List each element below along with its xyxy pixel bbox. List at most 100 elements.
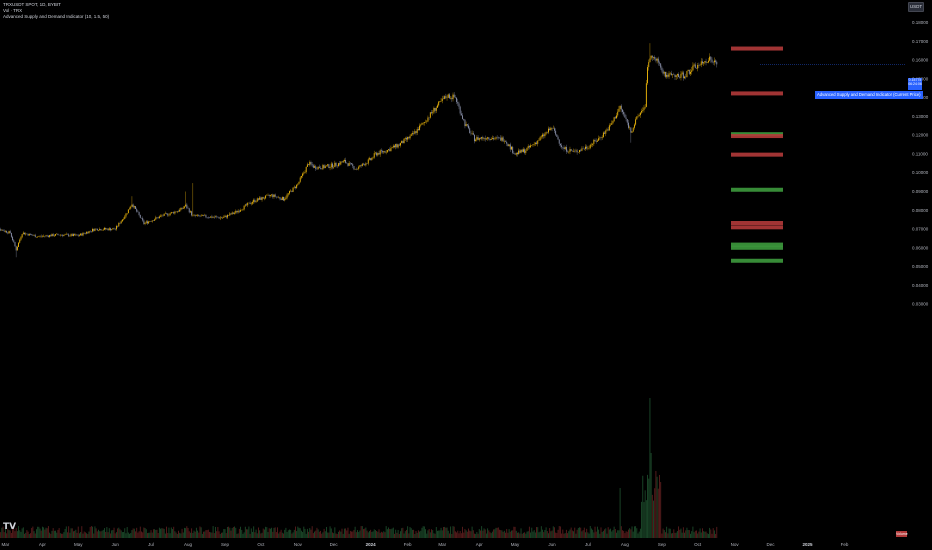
supply-zone [731,46,783,51]
volume-bar [206,530,208,538]
candle-body [249,202,251,205]
volume-bar [508,529,510,538]
candle-body [641,110,643,113]
volume-bar [489,532,491,538]
candle-body [601,137,603,138]
volume-bar [210,532,212,538]
volume-bar [173,526,175,538]
volume-bar [277,527,278,538]
candles[interactable] [0,43,718,258]
volume-bar [361,526,363,538]
candle-body [83,232,85,234]
time-tick-label: Jul [148,542,154,547]
volume-bar [255,529,257,538]
volume-bar [295,526,296,538]
candle-body [360,165,362,167]
volume-bar [300,530,302,538]
candle-body [616,115,617,119]
candle-body [352,164,354,167]
volume-bar [397,529,399,538]
candle-body [62,235,64,236]
volume-bar [332,532,333,538]
candle-body [359,165,361,167]
currency-button[interactable]: USDT [908,2,924,12]
candle-body [378,153,380,155]
candle-body [102,229,104,231]
tradingview-logo[interactable]: TV [3,522,17,532]
volume-bar [312,533,314,538]
candle-body [269,195,271,196]
candle-body [511,146,512,150]
price-scale[interactable]: 0.180000.170000.160000.150000.140000.130… [912,20,929,307]
candle-body [414,131,416,134]
candle-body [180,207,182,210]
supply-demand-zones[interactable] [731,46,783,263]
volume-bar [281,532,283,538]
candle-body [358,166,360,169]
candle-body [124,216,126,219]
volume-bar [180,533,182,538]
volume-bar [511,530,512,538]
volume-bar [250,528,252,538]
candle-body [47,235,49,237]
volume-bar [401,528,403,538]
volume-bar [41,526,43,538]
candle-body [604,132,606,134]
candle-body [622,109,623,112]
candle-body [522,149,524,152]
volume-bar [478,529,480,538]
candle-body [254,199,256,202]
candle-body [707,60,709,63]
volume-bar [261,532,263,538]
volume-bar [90,526,92,538]
volume-bar [355,532,357,538]
symbol-title[interactable]: TRXUSDT SPOT, 1D, BYBIT [3,2,61,7]
volume-bar [204,531,206,538]
time-tick-label: Dec [766,542,775,547]
candle-body [512,146,514,153]
time-tick-label: May [74,542,83,547]
volume-bar [497,527,499,538]
volume-bar [512,530,514,538]
candle-body [429,112,431,118]
candle-body [545,132,547,134]
candle-body [386,150,388,153]
candle-body [191,211,193,216]
candle-body [96,228,98,231]
candle-body [253,199,255,203]
time-axis[interactable]: Mar Apr May Jun Jul Aug Sep Oct Nov Dec 2024 Feb Mar… [2,542,849,547]
volume-bar [665,532,666,538]
candle-body [256,198,258,202]
volume-bar [403,533,405,538]
volume-bar [155,529,157,538]
volume-legend[interactable]: Vol · TRX [3,8,23,13]
volume-bar [126,527,128,538]
volume-bar [108,528,110,538]
candle-body [1,229,3,231]
indicator-legend[interactable]: Advanced Supply and Demand Indicator (10… [3,14,110,19]
volume-bar [633,526,635,538]
candle-body [624,114,626,118]
volume-bar [293,529,295,538]
candle-body [322,165,324,170]
volume-bar [696,530,697,538]
volume-bar [594,526,596,538]
candle-body [607,129,609,131]
volume-bar [120,530,122,538]
volume-bar [175,532,177,538]
volume-bar [628,529,629,538]
candle-body [158,216,160,219]
volume-bar [327,532,329,538]
volume-bar [601,531,603,538]
volume-bar [154,529,156,538]
time-tick-label: Aug [621,542,630,547]
volume-bar [681,532,683,538]
volume-bar [320,530,321,538]
candle-body [230,213,232,215]
volume-bar [74,530,76,538]
candle-body [559,143,561,146]
candle-body [259,197,261,200]
candle-body [28,233,30,236]
